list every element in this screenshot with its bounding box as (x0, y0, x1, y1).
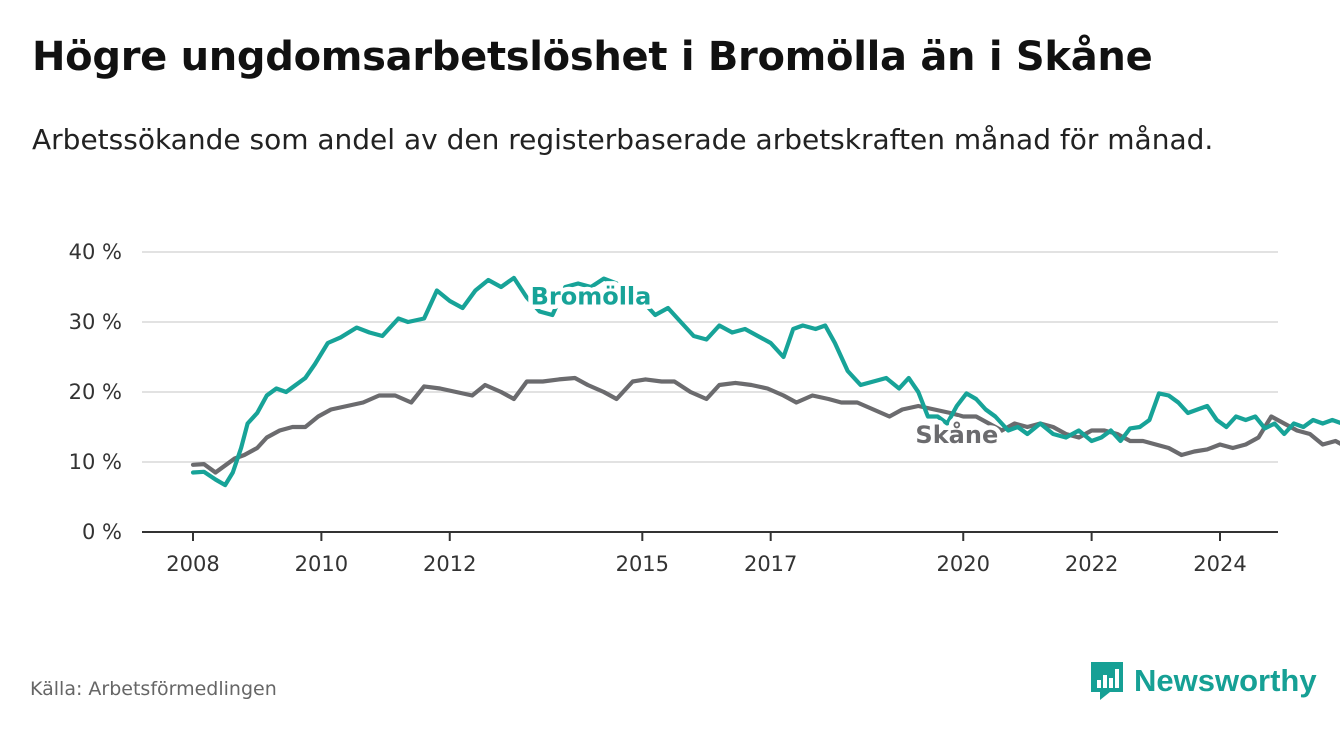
y-tick-label: 0 % (82, 520, 122, 544)
series-label-skane: Skåne (915, 420, 998, 449)
y-tick-label: 20 % (69, 380, 122, 404)
y-tick-label: 10 % (69, 450, 122, 474)
axes: 0 % 10 % 20 % 30 % 40 % 2008 2010 2012 2015 2017 2… (69, 240, 1278, 576)
x-tick-label: 2015 (616, 552, 669, 576)
y-tick-label: 30 % (69, 310, 122, 334)
series-lines (190, 275, 1340, 488)
x-tick-label: 2020 (937, 552, 990, 576)
line-chart: 0 % 10 % 20 % 30 % 40 % 2008 2010 2012 2015 2017 2… (69, 240, 1340, 576)
x-tick-label: 2024 (1193, 552, 1246, 576)
series-line-bromolla (190, 275, 1340, 488)
x-tick-label: 2010 (295, 552, 348, 576)
brand-name: Newsworthy (1134, 663, 1317, 698)
series-line-skane (190, 375, 1340, 475)
x-tick-label: 2017 (744, 552, 797, 576)
x-tick-label: 2022 (1065, 552, 1118, 576)
chart-subtitle: Arbetssökande som andel av den registerb… (32, 123, 1214, 156)
chart-title: Högre ungdomsarbetslöshet i Bromölla än … (32, 34, 1153, 80)
x-tick-label: 2008 (166, 552, 219, 576)
y-tick-label: 40 % (69, 240, 122, 264)
gridlines (142, 251, 1278, 463)
source-note: Källa: Arbetsförmedlingen (30, 678, 277, 700)
newsworthy-logo-icon (1091, 662, 1123, 700)
brand-logo: Newsworthy (1088, 660, 1317, 702)
series-label-bromolla: Bromölla (531, 283, 652, 311)
x-tick-label: 2012 (423, 552, 476, 576)
